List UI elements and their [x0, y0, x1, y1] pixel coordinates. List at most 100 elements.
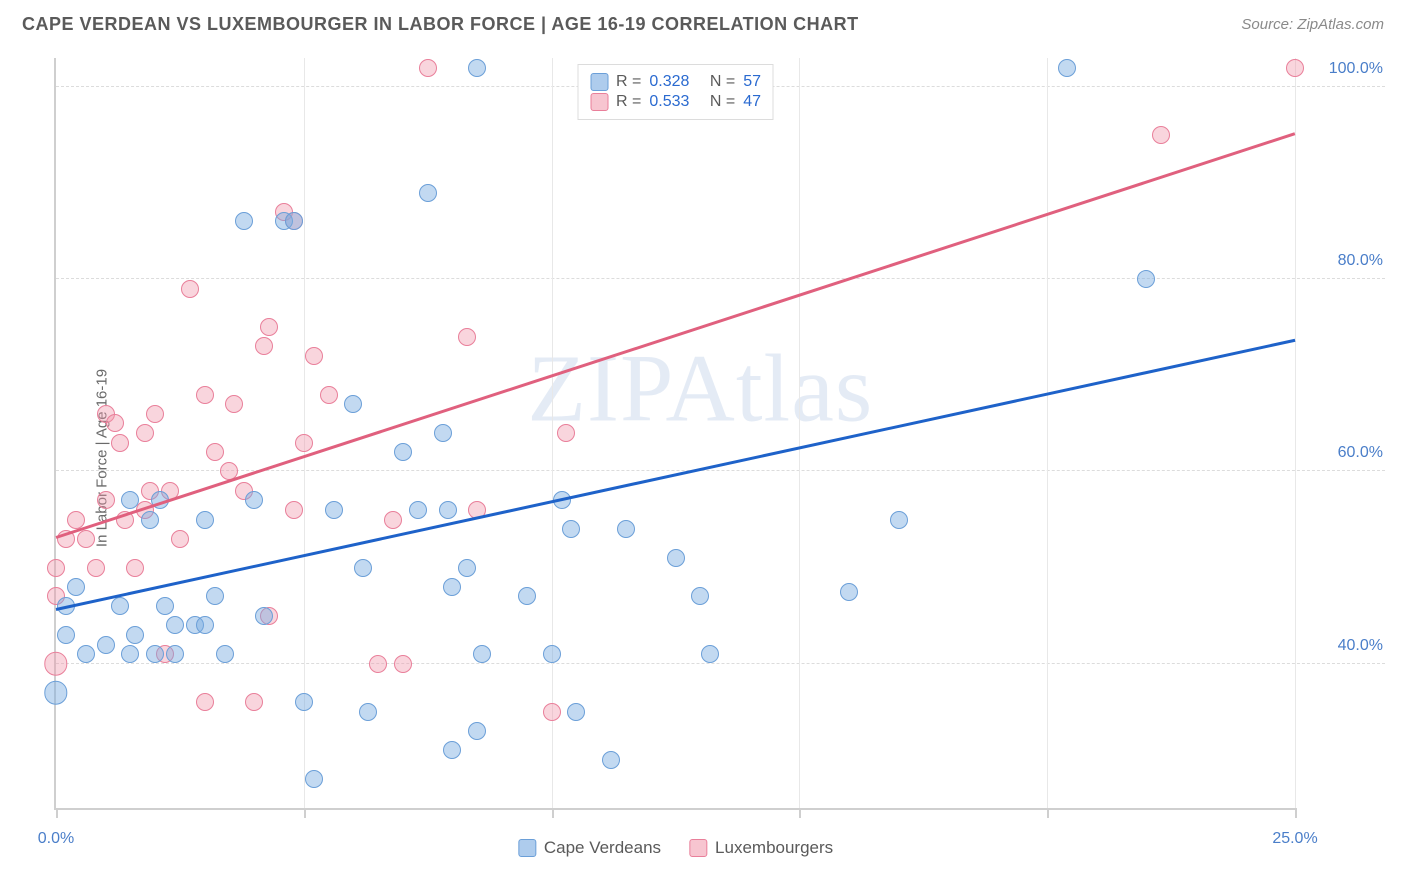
scatter-point-blue	[602, 751, 620, 769]
scatter-point-pink	[77, 530, 95, 548]
legend-swatch-pink	[590, 93, 608, 111]
legend-label: Luxembourgers	[715, 838, 833, 858]
plot-region: ZIPAtlas R = 0.328 N = 57 R = 0.533 N = …	[54, 58, 1295, 810]
scatter-point-pink	[196, 386, 214, 404]
scatter-point-blue	[111, 597, 129, 615]
legend-item-cape-verdeans: Cape Verdeans	[518, 838, 661, 858]
scatter-point-pink	[146, 405, 164, 423]
source-name: ZipAtlas.com	[1297, 16, 1384, 33]
r-label: R =	[616, 93, 641, 111]
scatter-point-blue	[166, 616, 184, 634]
scatter-point-blue	[77, 645, 95, 663]
x-tick	[552, 808, 554, 818]
scatter-point-blue	[443, 741, 461, 759]
scatter-point-blue	[235, 212, 253, 230]
scatter-point-pink	[384, 511, 402, 529]
n-value: 47	[743, 93, 761, 111]
x-tick	[799, 808, 801, 818]
r-value: 0.533	[649, 93, 689, 111]
scatter-point-pink	[225, 395, 243, 413]
scatter-point-blue	[325, 501, 343, 519]
source-attribution: Source: ZipAtlas.com	[1241, 16, 1384, 33]
gridline-x	[1295, 58, 1296, 816]
scatter-point-blue	[206, 587, 224, 605]
scatter-point-pink	[260, 318, 278, 336]
scatter-point-pink	[171, 530, 189, 548]
n-label: N =	[710, 93, 735, 111]
scatter-point-blue	[394, 443, 412, 461]
scatter-point-blue	[285, 212, 303, 230]
scatter-point-blue	[344, 395, 362, 413]
legend-label: Cape Verdeans	[544, 838, 661, 858]
source-prefix: Source:	[1241, 16, 1297, 33]
scatter-point-pink	[44, 652, 67, 675]
scatter-point-blue	[255, 607, 273, 625]
scatter-point-pink	[295, 434, 313, 452]
scatter-point-blue	[44, 681, 67, 704]
r-value: 0.328	[649, 73, 689, 91]
scatter-point-blue	[146, 645, 164, 663]
r-label: R =	[616, 73, 641, 91]
scatter-point-blue	[121, 491, 139, 509]
scatter-point-blue	[691, 587, 709, 605]
legend-swatch-blue	[590, 73, 608, 91]
scatter-point-blue	[126, 626, 144, 644]
x-tick	[304, 808, 306, 818]
scatter-point-blue	[141, 511, 159, 529]
x-tick-label: 0.0%	[38, 830, 74, 848]
scatter-point-pink	[285, 501, 303, 519]
scatter-point-pink	[1286, 59, 1304, 77]
legend-row-pink: R = 0.533 N = 47	[590, 93, 761, 111]
legend-row-blue: R = 0.328 N = 57	[590, 73, 761, 91]
scatter-point-blue	[354, 559, 372, 577]
scatter-point-blue	[216, 645, 234, 663]
scatter-point-blue	[67, 578, 85, 596]
scatter-point-blue	[443, 578, 461, 596]
scatter-point-blue	[518, 587, 536, 605]
scatter-point-blue	[295, 693, 313, 711]
x-tick	[1295, 808, 1297, 818]
scatter-point-pink	[206, 443, 224, 461]
scatter-point-blue	[409, 501, 427, 519]
scatter-point-pink	[419, 59, 437, 77]
gridline-y	[56, 663, 1385, 664]
scatter-point-pink	[458, 328, 476, 346]
scatter-point-pink	[47, 559, 65, 577]
scatter-point-blue	[1137, 270, 1155, 288]
scatter-point-pink	[543, 703, 561, 721]
x-tick-label: 25.0%	[1272, 830, 1317, 848]
n-label: N =	[710, 73, 735, 91]
legend-swatch-pink	[689, 839, 707, 857]
scatter-point-pink	[67, 511, 85, 529]
scatter-point-blue	[840, 583, 858, 601]
y-tick-label: 100.0%	[1329, 60, 1383, 78]
scatter-point-pink	[136, 424, 154, 442]
scatter-point-pink	[111, 434, 129, 452]
scatter-point-blue	[701, 645, 719, 663]
scatter-point-blue	[166, 645, 184, 663]
scatter-point-pink	[369, 655, 387, 673]
scatter-point-pink	[557, 424, 575, 442]
scatter-point-blue	[439, 501, 457, 519]
chart-header: CAPE VERDEAN VS LUXEMBOURGER IN LABOR FO…	[0, 0, 1406, 45]
scatter-point-blue	[562, 520, 580, 538]
scatter-point-blue	[468, 722, 486, 740]
correlation-legend: R = 0.328 N = 57 R = 0.533 N = 47	[577, 64, 774, 120]
scatter-point-blue	[156, 597, 174, 615]
chart-area: In Labor Force | Age 16-19 ZIPAtlas R = …	[48, 50, 1390, 866]
scatter-point-blue	[458, 559, 476, 577]
y-tick-label: 60.0%	[1338, 444, 1383, 462]
scatter-point-blue	[196, 616, 214, 634]
scatter-point-pink	[97, 491, 115, 509]
scatter-point-pink	[394, 655, 412, 673]
scatter-point-blue	[121, 645, 139, 663]
legend-swatch-blue	[518, 839, 536, 857]
scatter-point-blue	[543, 645, 561, 663]
scatter-point-pink	[1152, 126, 1170, 144]
scatter-point-blue	[97, 636, 115, 654]
scatter-point-pink	[255, 337, 273, 355]
gridline-x	[799, 58, 800, 816]
chart-title: CAPE VERDEAN VS LUXEMBOURGER IN LABOR FO…	[22, 14, 859, 35]
gridline-x	[1047, 58, 1048, 816]
trend-line-pink	[56, 132, 1296, 539]
